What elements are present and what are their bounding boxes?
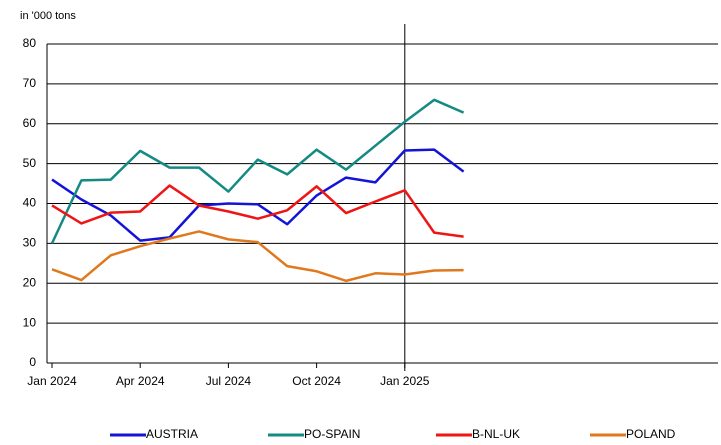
- legend-label: POLAND: [626, 427, 676, 441]
- series-line: [51, 148, 465, 242]
- x-tick-label: Oct 2024: [292, 374, 341, 388]
- y-axis-label: in '000 tons: [20, 10, 76, 22]
- y-tick-label: 80: [23, 36, 37, 50]
- y-tick-label: 60: [23, 116, 37, 130]
- x-tick-label: Jan 2025: [380, 374, 430, 388]
- legend-label: AUSTRIA: [146, 427, 198, 441]
- series-line: [50, 98, 465, 244]
- y-tick-label: 50: [23, 156, 37, 170]
- x-tick-label: Jul 2024: [206, 374, 252, 388]
- x-tick-label: Apr 2024: [116, 374, 165, 388]
- y-tick-label: 40: [23, 196, 37, 210]
- y-tick-label: 10: [23, 315, 37, 329]
- y-tick-label: 70: [23, 76, 37, 90]
- legend-label: PO-SPAIN: [304, 427, 360, 441]
- legend-label: B-NL-UK: [472, 427, 520, 441]
- y-tick-label: 30: [23, 236, 37, 250]
- x-tick-label: Jan 2024: [27, 374, 77, 388]
- series-line: [51, 184, 464, 238]
- y-tick-label: 0: [29, 355, 36, 369]
- y-tick-label: 20: [23, 275, 37, 289]
- series-line: [51, 230, 464, 283]
